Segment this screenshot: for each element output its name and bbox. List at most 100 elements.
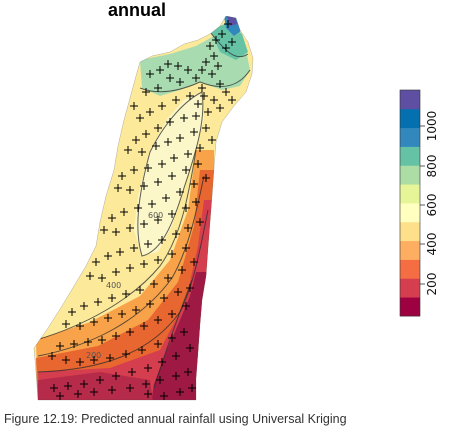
station-marker: [142, 130, 150, 138]
station-marker: [146, 300, 154, 308]
station-marker: [154, 84, 162, 92]
station-marker: [158, 160, 166, 168]
station-marker: [108, 214, 116, 222]
station-marker: [154, 216, 162, 224]
station-marker: [130, 102, 138, 110]
station-marker: [166, 118, 174, 126]
station-marker: [214, 62, 222, 70]
station-marker: [112, 228, 120, 236]
station-marker: [182, 302, 190, 310]
station-marker: [70, 340, 78, 348]
station-marker: [142, 88, 150, 96]
station-marker: [142, 380, 150, 388]
station-marker: [168, 172, 176, 180]
station-marker: [112, 268, 120, 276]
legend-tick-label-200: 200: [425, 273, 439, 296]
station-marker: [210, 96, 218, 104]
legend-swatch: [400, 259, 420, 279]
station-marker: [96, 376, 104, 384]
station-marker: [90, 356, 98, 364]
station-marker: [154, 124, 162, 132]
station-marker: [158, 102, 166, 110]
contour-label-200: 200: [86, 351, 101, 360]
station-marker: [80, 302, 88, 310]
station-marker: [182, 244, 190, 252]
station-marker: [184, 368, 192, 376]
legend-swatch: [400, 278, 420, 298]
station-marker: [154, 178, 162, 186]
station-marker: [148, 200, 156, 208]
station-marker: [126, 186, 134, 194]
contour-line: [209, 31, 249, 58]
legend-colorbar: [400, 90, 420, 317]
legend-swatch: [400, 221, 420, 242]
station-marker: [128, 368, 136, 376]
station-marker: [120, 208, 128, 216]
station-marker: [176, 388, 184, 396]
station-marker: [202, 58, 210, 66]
station-marker: [172, 352, 180, 360]
station-marker: [210, 52, 218, 60]
station-marker: [180, 114, 188, 122]
station-marker: [168, 310, 176, 318]
station-marker: [224, 20, 232, 28]
station-marker: [156, 66, 164, 74]
station-marker: [176, 78, 184, 86]
station-marker: [190, 180, 198, 188]
station-marker: [198, 66, 206, 74]
station-marker: [164, 138, 172, 146]
station-marker: [176, 134, 184, 142]
station-marker: [194, 100, 202, 108]
station-marker: [118, 172, 126, 180]
contour-line: [153, 279, 193, 389]
station-marker: [112, 332, 120, 340]
legend-swatch: [400, 184, 420, 204]
station-marker: [204, 108, 212, 116]
station-marker: [166, 74, 174, 82]
contour-label-600: 600: [148, 211, 163, 220]
station-marker: [132, 306, 140, 314]
legend-tick-label-800: 800: [425, 155, 439, 178]
contour-line: [139, 69, 251, 93]
station-marker: [160, 294, 168, 302]
station-marker: [208, 136, 216, 144]
station-marker: [122, 350, 130, 358]
station-marker: [184, 66, 192, 74]
station-marker: [106, 354, 114, 362]
station-marker: [126, 224, 134, 232]
station-marker: [98, 274, 106, 282]
map-outline: [33, 15, 254, 401]
contour-line: [137, 91, 204, 257]
station-marker: [100, 226, 108, 234]
station-marker: [192, 112, 200, 120]
zone-southwest-100: [38, 372, 154, 400]
station-marker: [222, 44, 230, 52]
station-marker: [56, 392, 64, 400]
station-marker: [108, 386, 116, 394]
station-marker: [168, 210, 176, 218]
station-marker: [48, 352, 56, 360]
legend-swatch: [400, 165, 420, 185]
station-marker: [98, 336, 106, 344]
station-marker: [114, 184, 122, 192]
station-marker: [184, 150, 192, 158]
legend-swatch: [400, 90, 420, 110]
station-marker: [188, 384, 196, 392]
legend-swatch: [400, 297, 420, 317]
station-marker: [194, 160, 202, 168]
rainfall-map: 200 400 600 200 400 600 800 1000: [33, 15, 439, 401]
station-marker: [126, 264, 134, 272]
legend-swatch: [400, 203, 420, 223]
station-marker: [218, 30, 226, 38]
station-marker: [182, 204, 190, 212]
legend-tick-label-600: 600: [425, 194, 439, 217]
station-marker: [222, 88, 230, 96]
station-marker: [144, 164, 152, 172]
station-marker: [216, 80, 224, 88]
legend-tick-label-1000: 1000: [425, 111, 439, 142]
station-markers: [48, 20, 236, 400]
figure-caption: Figure 12.19: Predicted annual rainfall …: [4, 412, 347, 426]
station-marker: [138, 346, 146, 354]
station-marker: [190, 258, 198, 266]
station-marker: [144, 390, 152, 398]
